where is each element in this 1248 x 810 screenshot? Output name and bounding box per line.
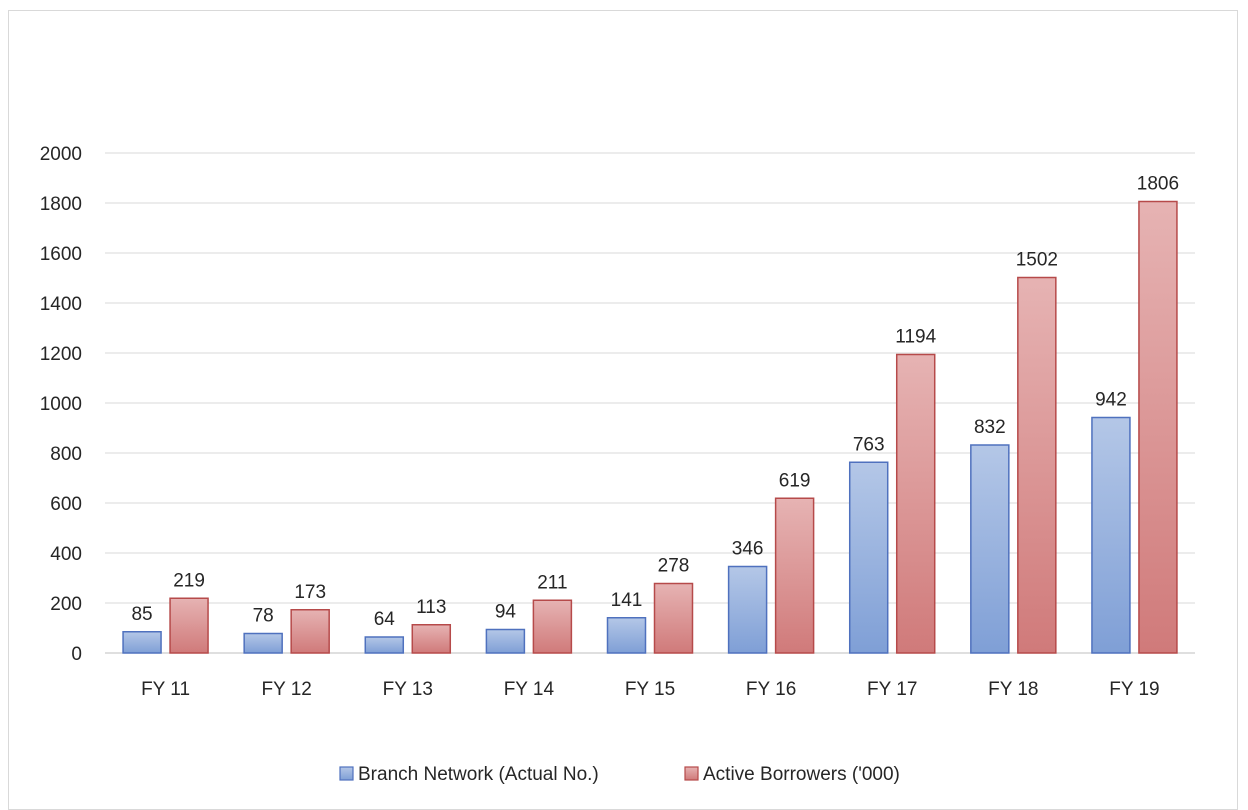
bar-active-borrowers — [1017, 276, 1057, 654]
x-tick-label: FY 15 — [625, 679, 675, 700]
y-tick-label: 400 — [50, 544, 82, 565]
data-label: 346 — [732, 539, 764, 560]
y-tick-label: 1400 — [40, 294, 82, 315]
data-label: 85 — [131, 604, 152, 625]
data-label: 64 — [374, 609, 396, 630]
data-label: 832 — [974, 417, 1006, 438]
y-tick-label: 1800 — [40, 194, 82, 215]
legend-label: Active Borrowers ('000) — [703, 764, 900, 785]
data-label: 113 — [416, 597, 446, 618]
bar-active-borrowers — [1138, 200, 1178, 654]
bar-active-borrowers — [774, 497, 815, 654]
legend-swatch — [684, 766, 699, 781]
data-labels: 85 219 78 173 64 113 94 211 141 278 346 619 763 1194 8… — [131, 174, 1179, 631]
x-tick-label: FY 18 — [988, 679, 1038, 700]
x-tick-label: FY 19 — [1109, 679, 1159, 700]
gridlines — [105, 152, 1195, 654]
x-tick-label: FY 13 — [383, 679, 433, 700]
bar-active-borrowers — [532, 599, 573, 654]
bar-branch-network — [122, 631, 162, 654]
legend-label: Branch Network (Actual No.) — [358, 764, 599, 785]
x-tick-label: FY 14 — [504, 679, 555, 700]
x-tick-label: FY 12 — [261, 679, 311, 700]
y-tick-label: 600 — [50, 494, 82, 515]
y-tick-label: 800 — [50, 444, 82, 465]
data-label: 219 — [173, 570, 205, 591]
y-tick-label: 1000 — [40, 394, 82, 415]
data-label: 278 — [658, 556, 690, 577]
y-tick-label: 1200 — [40, 344, 82, 365]
data-label: 94 — [495, 602, 517, 623]
y-tick-label: 2000 — [40, 144, 82, 165]
bar-branch-network — [364, 636, 405, 654]
y-axis-ticks: 0 200 400 600 800 1000 1200 1400 1600 1800 2000 — [40, 144, 82, 665]
bar-branch-network — [606, 617, 647, 654]
y-tick-label: 0 — [71, 644, 82, 665]
data-label: 1806 — [1137, 174, 1179, 195]
bar-active-borrowers — [653, 582, 694, 654]
y-tick-label: 200 — [50, 594, 82, 615]
bar-branch-network — [243, 632, 283, 654]
data-label: 1502 — [1016, 250, 1058, 271]
bar-branch-network — [485, 628, 526, 654]
bar-branch-network — [970, 444, 1010, 654]
bar-branch-network — [848, 461, 889, 654]
data-label: 763 — [853, 434, 885, 455]
bar-active-borrowers — [895, 353, 936, 654]
bar-active-borrowers — [290, 609, 330, 654]
x-tick-label: FY 16 — [746, 679, 796, 700]
bars — [122, 200, 1178, 654]
bar-branch-network — [1091, 416, 1131, 654]
bar-active-borrowers — [411, 624, 452, 654]
x-tick-label: FY 11 — [141, 679, 190, 700]
legend-swatch — [339, 766, 354, 781]
data-label: 619 — [779, 470, 811, 491]
data-label: 78 — [253, 606, 274, 627]
x-tick-label: FY 17 — [867, 679, 917, 700]
data-label: 141 — [611, 590, 643, 611]
data-label: 942 — [1095, 390, 1127, 411]
x-axis-ticks: FY 11 FY 12 FY 13 FY 14 FY 15 FY 16 FY 17 FY 18… — [141, 679, 1160, 700]
legend: Branch Network (Actual No.) Active Borrow… — [339, 764, 900, 785]
data-label: 211 — [537, 572, 567, 593]
bar-branch-network — [727, 565, 768, 654]
y-tick-label: 1600 — [40, 244, 82, 265]
data-label: 173 — [294, 582, 326, 603]
data-label: 1194 — [895, 327, 936, 348]
bar-active-borrowers — [169, 597, 209, 654]
